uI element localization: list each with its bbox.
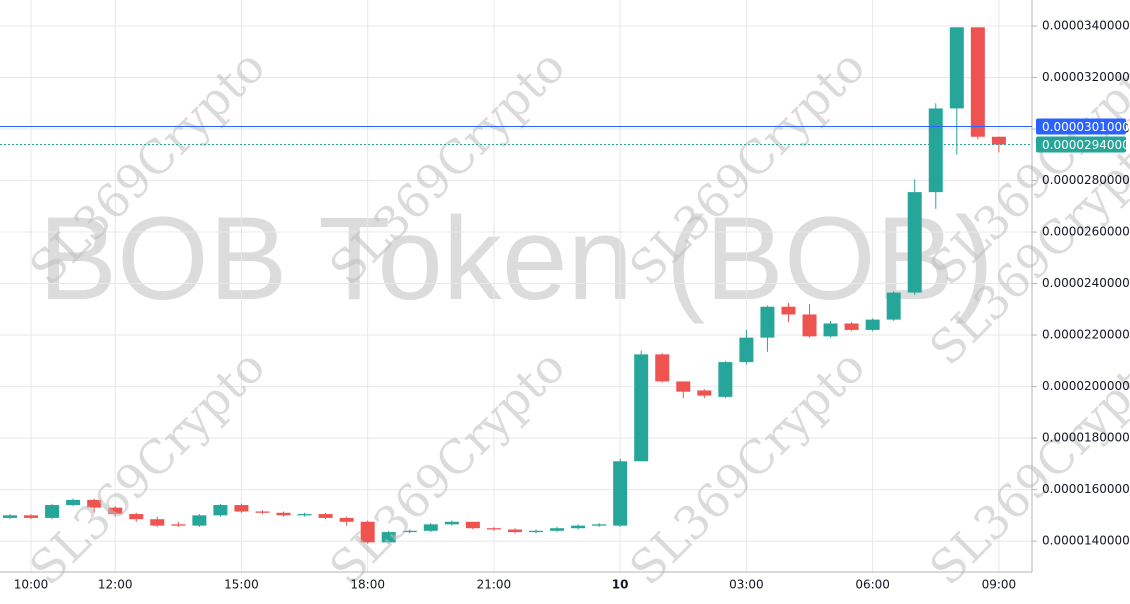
y-tick-label: 0.0000240000 — [1042, 276, 1130, 290]
candle-body — [171, 524, 186, 526]
price-label-box — [1036, 118, 1126, 135]
x-tick-label: 18:00 — [350, 578, 385, 592]
candle-body — [318, 514, 333, 518]
candle-body — [66, 499, 81, 506]
candle-body — [402, 530, 417, 533]
candle-body — [781, 306, 796, 315]
x-tick-label: 06:00 — [855, 578, 890, 592]
candle-body — [87, 499, 102, 508]
candle-body — [45, 505, 60, 518]
x-tick-label: 03:00 — [729, 578, 764, 592]
candle-body — [970, 27, 985, 137]
candle-body — [465, 521, 480, 529]
y-tick-label: 0.0000140000 — [1042, 534, 1130, 548]
candle-body — [676, 381, 691, 392]
x-tick-label: 10 — [612, 578, 629, 592]
candle-body — [486, 528, 501, 530]
candle-body — [150, 519, 165, 526]
candle-body — [823, 323, 838, 337]
y-tick-label: 0.0000160000 — [1042, 482, 1130, 496]
y-tick-label: 0.0000200000 — [1042, 379, 1130, 393]
candle-body — [991, 136, 1006, 145]
candle-body — [234, 505, 249, 512]
price-label: 0.0000294000 — [1042, 138, 1130, 152]
candle-body — [802, 314, 817, 337]
watermark: BOB Token (BOB) — [38, 193, 993, 325]
candle-body — [423, 524, 438, 531]
overlay-watermark: SL369Crypto — [319, 339, 575, 595]
candle-body — [24, 515, 39, 518]
candle-body — [865, 319, 880, 330]
candle-body — [949, 27, 964, 109]
candle-body — [760, 306, 775, 338]
y-tick-label: 0.0000220000 — [1042, 328, 1130, 342]
x-tick-label: 21:00 — [477, 578, 512, 592]
candle-body — [718, 362, 733, 397]
candle-body — [276, 512, 291, 516]
axes: 0.0000140000 0.0000160000 0.0000180000 0.00… — [0, 19, 1130, 592]
candle-body — [297, 514, 312, 516]
x-tick-label: 10:00 — [14, 578, 49, 592]
candle-body — [613, 461, 628, 526]
candle-body — [907, 192, 922, 293]
candle-body — [529, 530, 543, 533]
grid — [0, 0, 1032, 572]
y-tick-label: 0.0000280000 — [1042, 173, 1130, 187]
y-tick-label: 0.0000260000 — [1042, 225, 1130, 239]
x-tick-label: 12:00 — [98, 578, 133, 592]
candle-body — [213, 505, 228, 516]
candle-body — [592, 524, 607, 526]
candle-body — [928, 108, 943, 193]
candle-body — [739, 337, 754, 363]
candle-body — [360, 521, 375, 543]
candle-body — [507, 529, 522, 533]
overlay-watermark: SL369Crypto — [919, 339, 1130, 595]
price-label-box — [1036, 136, 1126, 153]
candle-body — [108, 507, 123, 515]
candle-body — [844, 323, 859, 330]
candle-body — [655, 354, 670, 382]
x-tick-label: 09:00 — [982, 578, 1017, 592]
candle-body — [697, 390, 712, 396]
candle-body — [571, 525, 586, 529]
candles — [3, 27, 1006, 544]
candle-body — [129, 514, 144, 520]
candle-body — [634, 354, 649, 462]
y-tick-label: 0.0000180000 — [1042, 431, 1130, 445]
candle-body — [192, 515, 207, 526]
candle-body — [255, 511, 270, 513]
x-tick-label: 15:00 — [224, 578, 259, 592]
candle-body — [3, 515, 17, 518]
candle-body — [886, 292, 901, 320]
candle-body — [381, 532, 396, 543]
candle-body — [444, 521, 459, 525]
price-label: 0.0000301000 — [1042, 120, 1130, 134]
candle-body — [339, 517, 354, 522]
y-tick-label: 0.0000320000 — [1042, 70, 1130, 84]
overlay-watermark: SL369Crypto — [19, 339, 275, 595]
candle-body — [550, 528, 565, 531]
y-tick-label: 0.0000340000 — [1042, 19, 1130, 33]
